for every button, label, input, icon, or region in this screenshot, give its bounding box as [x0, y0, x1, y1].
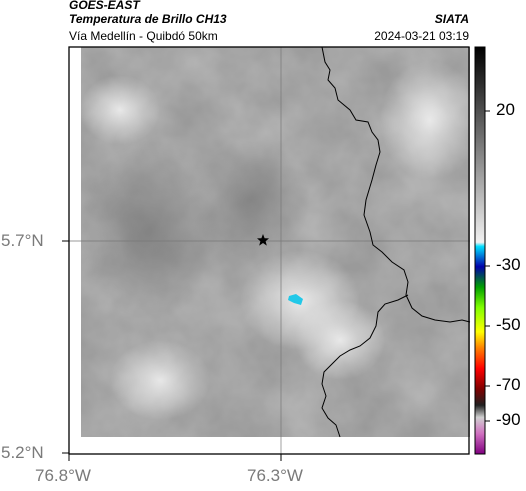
- satellite-title: GOES-EAST: [69, 0, 140, 12]
- lat-label-5.7: 5.7°N: [1, 231, 44, 250]
- product-title: Temperatura de Brillo CH13: [69, 12, 227, 26]
- colorbar-tick-minus30: -30: [496, 255, 521, 274]
- map-frame: [68, 46, 470, 455]
- lon-label-76.3: 76.3°W: [247, 466, 303, 485]
- region-subtitle: Vía Medellín - Quibdó 50km: [69, 29, 218, 43]
- location-star-icon: [257, 234, 269, 246]
- lon-label-76.8: 76.8°W: [35, 466, 91, 485]
- timestamp-label: 2024-03-21 03:19: [374, 29, 469, 43]
- colorbar: [474, 46, 490, 455]
- source-label: SIATA: [434, 12, 469, 26]
- colorbar-tick-minus90: -90: [496, 410, 521, 429]
- department-boundary: [321, 46, 471, 323]
- lat-label-5.2: 5.2°N: [1, 443, 44, 462]
- colorbar-tick-minus70: -70: [496, 375, 521, 394]
- department-boundary-south: [321, 294, 409, 438]
- brightness-temperature-field: [81, 47, 470, 437]
- colorbar-tick-20: 20: [496, 100, 515, 119]
- colorbar-tick-minus50: -50: [496, 315, 521, 334]
- cold-cloud-patch: [288, 294, 303, 305]
